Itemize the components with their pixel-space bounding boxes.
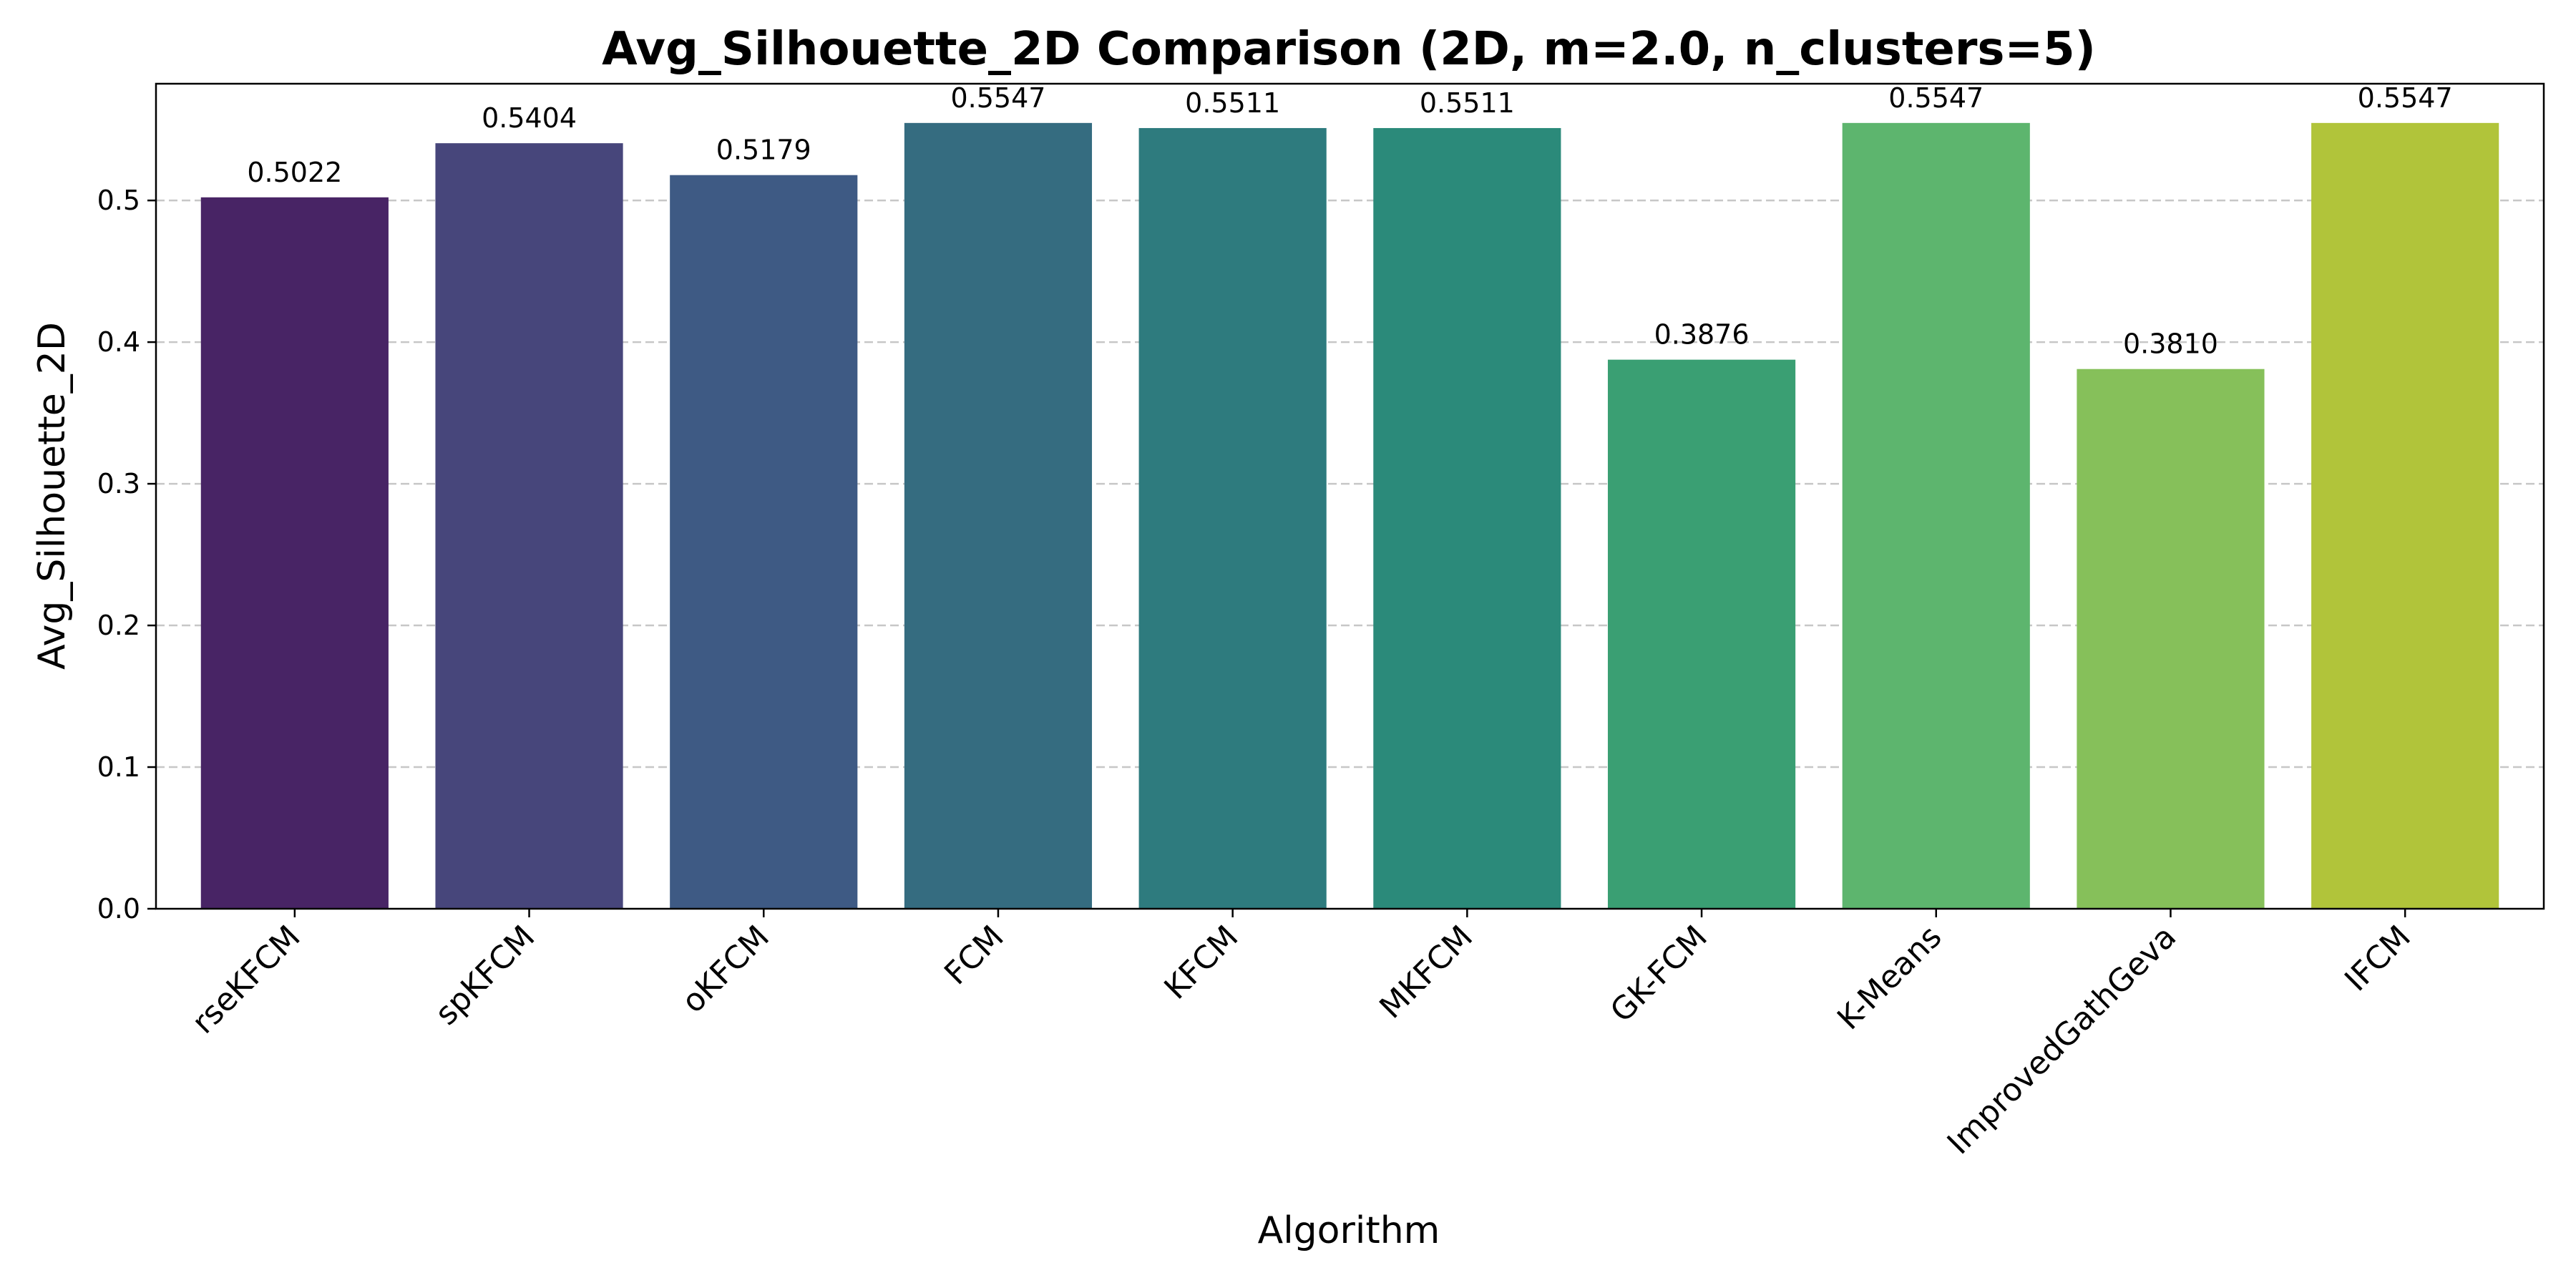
x-tick-label: MKFCM <box>1372 919 1480 1026</box>
bar-value-label: 0.5547 <box>2358 82 2453 114</box>
y-tick-label: 0.5 <box>97 185 140 216</box>
bar-value-label: 0.5547 <box>950 82 1045 114</box>
x-tick-label: K-Means <box>1830 919 1948 1037</box>
x-tick-label: GK-FCM <box>1604 919 1714 1030</box>
bar-gk-fcm <box>1607 359 1796 909</box>
x-tick-label: KFCM <box>1157 919 1245 1007</box>
bar-spkfcm <box>435 143 623 909</box>
bar-kfcm <box>1138 127 1327 909</box>
bar-value-label: 0.5404 <box>482 102 577 134</box>
y-tick-label: 0.0 <box>97 893 140 924</box>
y-tick-label: 0.4 <box>97 326 140 358</box>
bar-okfcm <box>670 175 858 909</box>
bar-fcm <box>904 122 1093 909</box>
plot-frame <box>155 82 2545 910</box>
bar-rsekfcm <box>200 197 389 909</box>
bar-ifcm <box>2311 122 2499 909</box>
x-tick-label: IFCM <box>2338 919 2418 999</box>
chart-title: Avg_Silhouette_2D Comparison (2D, m=2.0,… <box>602 23 2096 76</box>
bars <box>200 122 2499 909</box>
bar-value-label: 0.5511 <box>1185 87 1280 119</box>
y-tick-label: 0.3 <box>97 468 140 499</box>
bar-k-means <box>1842 122 2030 909</box>
bar-value-label: 0.5179 <box>716 135 811 166</box>
bar-value-label: 0.5022 <box>247 157 342 188</box>
bar-value-label: 0.3810 <box>2123 328 2218 360</box>
x-tick-label: ImprovedGathGeva <box>1941 919 2184 1162</box>
y-tick-label: 0.1 <box>97 751 140 783</box>
data-labels: 0.5022 0.5404 0.5179 0.5547 0.5511 0.5511 0.38… <box>247 82 2452 360</box>
bar-value-label: 0.3876 <box>1654 319 1750 351</box>
x-tick-label: spKFCM <box>428 919 542 1033</box>
y-axis-ticks: 0.0 0.1 0.2 0.3 0.4 0.5 <box>97 185 156 924</box>
bar-mkfcm <box>1373 127 1561 909</box>
x-tick-label: rseKFCM <box>185 919 308 1041</box>
x-tick-label: oKFCM <box>675 919 776 1020</box>
bar-value-label: 0.5511 <box>1420 87 1515 119</box>
x-axis-ticks: rseKFCM spKFCM oKFCM FCM KFCM MKFCM GK-FCM K-Me… <box>185 909 2418 1161</box>
bar-improvedgathgeva <box>2077 369 2265 909</box>
y-tick-label: 0.2 <box>97 610 140 641</box>
x-tick-label: FCM <box>937 919 1011 992</box>
bar-value-label: 0.5547 <box>1888 82 1984 114</box>
y-axis-label: Avg_Silhouette_2D <box>31 322 74 670</box>
x-axis-label: Algorithm <box>1258 1209 1440 1252</box>
